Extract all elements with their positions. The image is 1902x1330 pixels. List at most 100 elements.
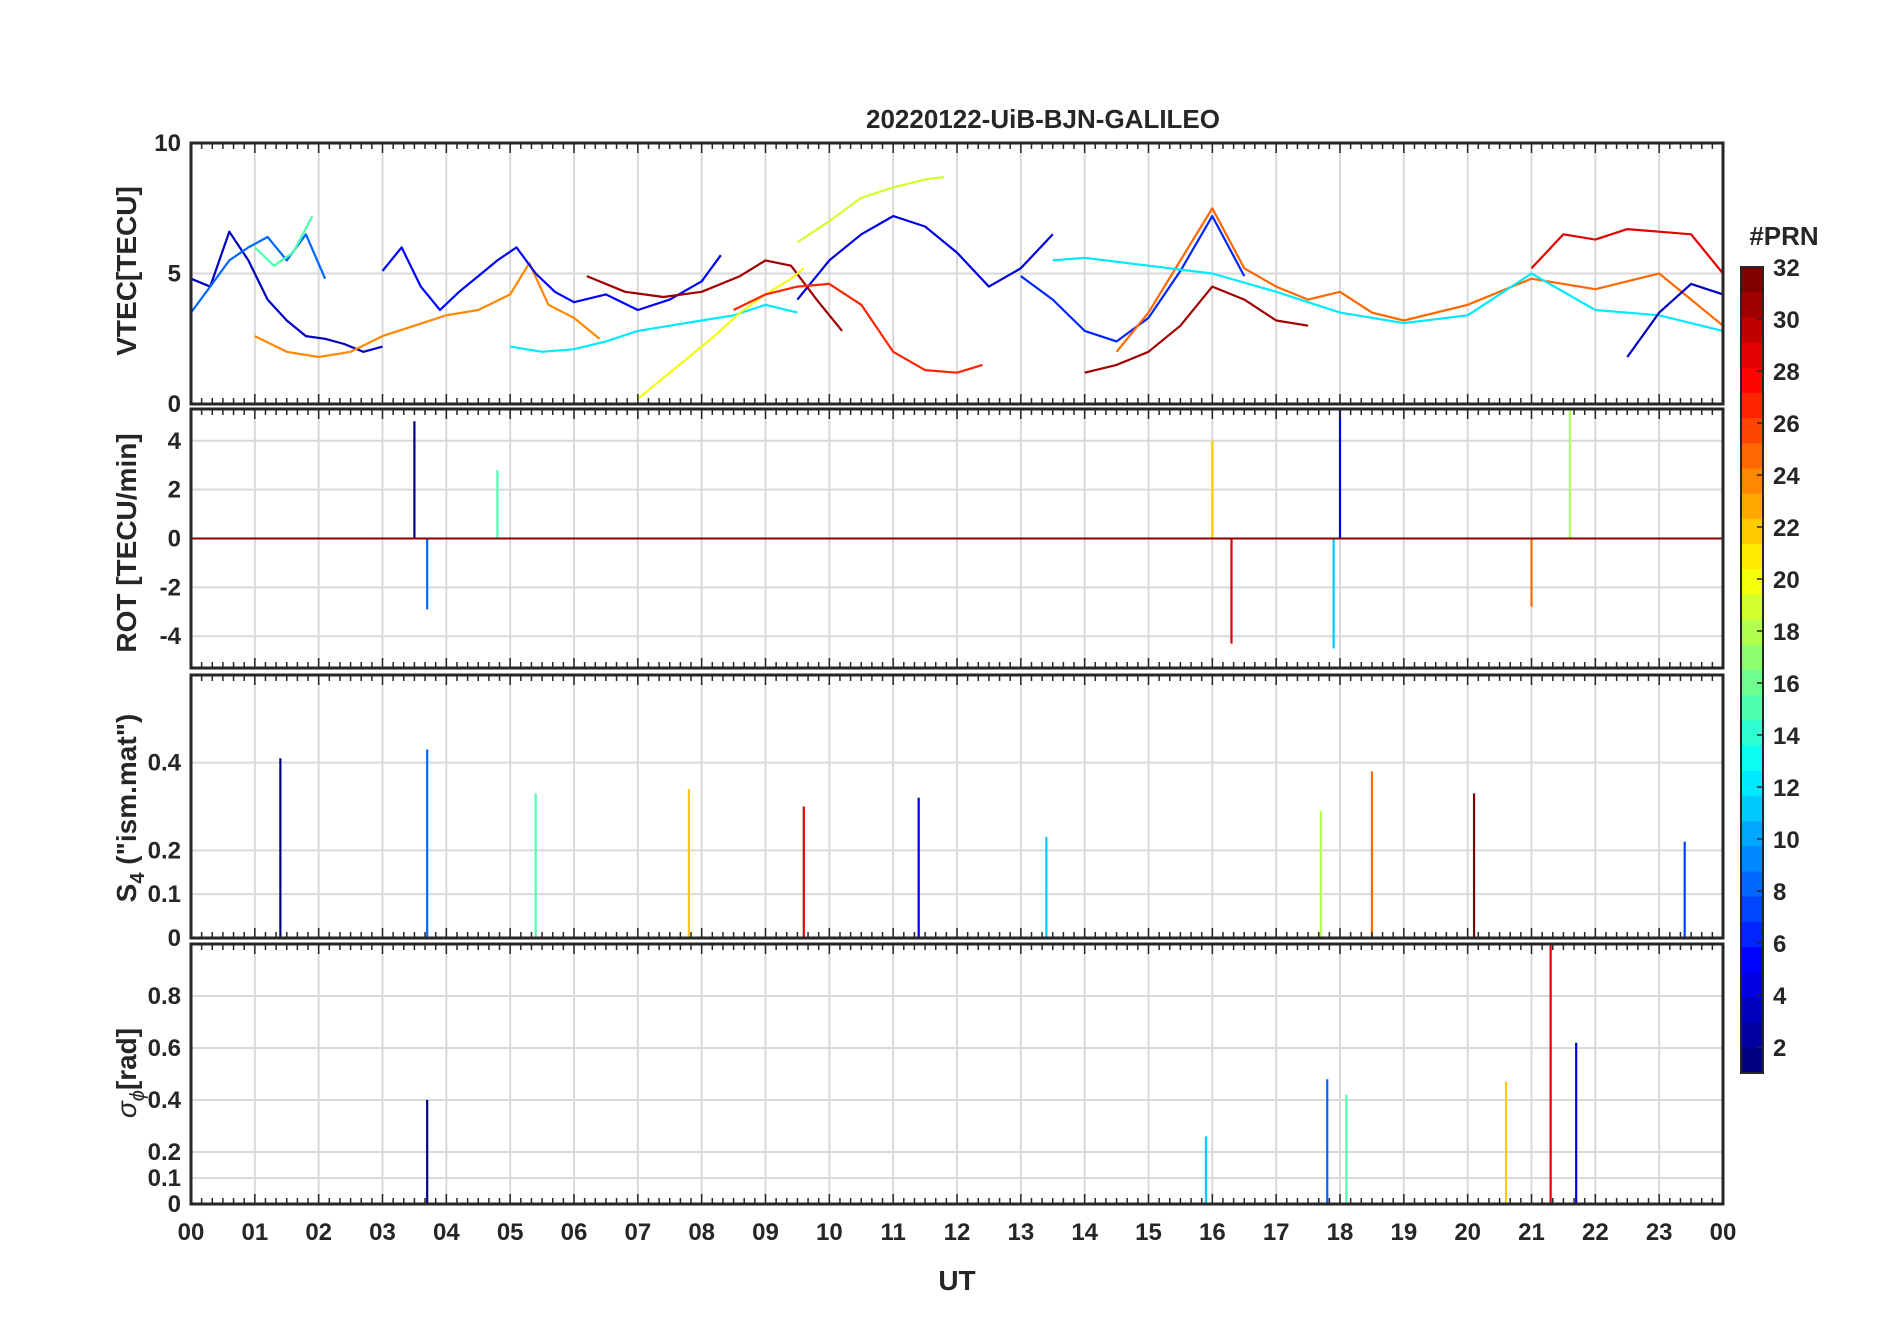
s4-ylabel: S4 ("ism.mat") <box>111 714 149 903</box>
x-tick-label: 02 <box>305 1219 332 1246</box>
colorbar-segment <box>1741 544 1763 570</box>
colorbar-tick-label: 22 <box>1773 515 1800 542</box>
colorbar-segment <box>1741 1047 1763 1074</box>
colorbar-segment <box>1741 770 1763 797</box>
vtec-ylabel: VTEC[TECU] <box>111 186 142 356</box>
x-tick-label: 00 <box>1710 1219 1737 1246</box>
x-tick-label: 11 <box>880 1219 905 1246</box>
colorbar-segment <box>1741 670 1763 696</box>
vtec-series-line <box>733 282 983 374</box>
sigma-ylabel: σϕ[rad] <box>111 1028 149 1118</box>
y-tick-label: 2 <box>168 477 181 504</box>
plot-frame <box>189 942 1725 1206</box>
x-tick-label: 16 <box>1199 1219 1226 1246</box>
s4-ylabel-main: S <box>111 884 142 903</box>
colorbar-segment <box>1741 619 1763 646</box>
vtec-series-line <box>381 246 722 312</box>
rot-ylabel: ROT [TECU/min] <box>111 433 142 652</box>
y-tick-label: 0 <box>168 1191 181 1218</box>
colorbar-tick-label: 30 <box>1773 307 1800 334</box>
x-tick-label: 21 <box>1518 1219 1545 1246</box>
x-tick-label: 18 <box>1327 1219 1354 1246</box>
colorbar-tick-label: 14 <box>1773 723 1800 750</box>
x-tick-label: 19 <box>1390 1219 1417 1246</box>
y-tick-label: 4 <box>168 428 182 455</box>
vtec-series-line <box>510 303 798 353</box>
vtec-series-line <box>190 230 383 353</box>
colorbar-segment <box>1741 367 1763 394</box>
s4-ylabel-sub: 4 <box>127 872 149 884</box>
colorbar-segment <box>1741 997 1763 1024</box>
sigma-ylabel-main: σ <box>111 1100 142 1118</box>
x-tick-label: 12 <box>944 1219 971 1246</box>
sigma-ylabel-rest: [rad] <box>111 1028 142 1090</box>
vtec-series-line <box>637 267 805 400</box>
colorbar-tick-label: 20 <box>1773 567 1800 594</box>
colorbar-segment <box>1741 493 1763 520</box>
y-tick-label: 0 <box>168 391 181 418</box>
y-tick-label: 0 <box>168 526 181 553</box>
colorbar-segment <box>1741 1022 1763 1049</box>
y-tick-label: 0.2 <box>148 837 181 864</box>
x-tick-label: 09 <box>752 1219 779 1246</box>
vtec-series-line <box>1115 207 1724 353</box>
colorbar-segment <box>1741 418 1763 444</box>
vtec-series-line <box>1626 282 1724 358</box>
sigma-plot-area: 00.10.2 0.4 0.6 0.8 <box>148 942 1725 1218</box>
colorbar-segment <box>1741 443 1763 470</box>
colorbar-segment <box>1741 846 1763 873</box>
x-tick-label: 22 <box>1582 1219 1609 1246</box>
x-tick-label: 14 <box>1071 1219 1098 1246</box>
vtec-series-line <box>796 175 945 244</box>
y-tick-label: 0 <box>168 925 181 952</box>
rot-panel: -4 -2 0 2 4 ROT [TECU/min] <box>111 407 1725 670</box>
x-tick-label: 10 <box>816 1219 843 1246</box>
x-tick-label: 06 <box>561 1219 588 1246</box>
colorbar-segment <box>1741 921 1763 948</box>
vtec-series-line <box>190 233 327 314</box>
colorbar-tick-label: 6 <box>1773 931 1786 958</box>
colorbar-tick-label: 32 <box>1773 255 1800 282</box>
y-tick-label: 0.4 <box>148 1087 182 1114</box>
colorbar-frame <box>1740 266 1764 1074</box>
x-tick-label: 20 <box>1454 1219 1481 1246</box>
colorbar-segment <box>1741 745 1763 772</box>
colorbar-segment <box>1741 292 1763 318</box>
x-tick-label: 01 <box>241 1219 268 1246</box>
x-tick-label: 13 <box>1007 1219 1034 1246</box>
s4-ylabel-rest: ("ism.mat") <box>111 714 142 873</box>
colorbar-segment <box>1741 569 1763 596</box>
colorbar-segment <box>1741 896 1763 923</box>
x-tick-label: 15 <box>1135 1219 1162 1246</box>
colorbar-segment <box>1741 468 1763 495</box>
rot-plot-area: -4 -2 0 2 4 <box>160 407 1725 670</box>
y-tick-label: 10 <box>154 130 181 157</box>
colorbar-segment <box>1741 267 1763 293</box>
y-tick-label: -4 <box>160 623 182 650</box>
vtec-series-line <box>796 215 1054 301</box>
y-tick-label: 0.4 <box>148 750 182 777</box>
x-tick-label: 05 <box>497 1219 524 1246</box>
colorbar-tick-label: 26 <box>1773 411 1800 438</box>
colorbar-segment <box>1741 392 1763 419</box>
colorbar-segment <box>1741 594 1763 621</box>
vtec-series-line <box>1530 228 1724 275</box>
vtec-series-line <box>1084 285 1309 374</box>
colorbar-segment <box>1741 972 1763 999</box>
colorbar-title: #PRN <box>1749 221 1818 251</box>
colorbar-tick-label: 8 <box>1773 879 1786 906</box>
vtec-panel: 0 5 10 VTEC[TECU] <box>111 130 1725 418</box>
colorbar-segment <box>1741 720 1763 747</box>
y-tick-label: 0.8 <box>148 983 181 1010</box>
s4-panel: 0 0.1 0.2 0.4 S4 ("ism.mat") <box>111 673 1725 952</box>
s4-plot-area: 0 0.1 0.2 0.4 <box>148 673 1725 952</box>
vtec-series-line <box>1020 215 1246 343</box>
colorbar-tick-label: 4 <box>1773 983 1787 1010</box>
x-tick-label: 08 <box>688 1219 715 1246</box>
y-tick-label: 0.2 <box>148 1139 181 1166</box>
x-tick-label: 23 <box>1646 1219 1673 1246</box>
colorbar-tick-label: 28 <box>1773 359 1800 386</box>
colorbar-segment <box>1741 821 1763 847</box>
chart-title: 20220122-UiB-BJN-GALILEO <box>866 104 1220 134</box>
